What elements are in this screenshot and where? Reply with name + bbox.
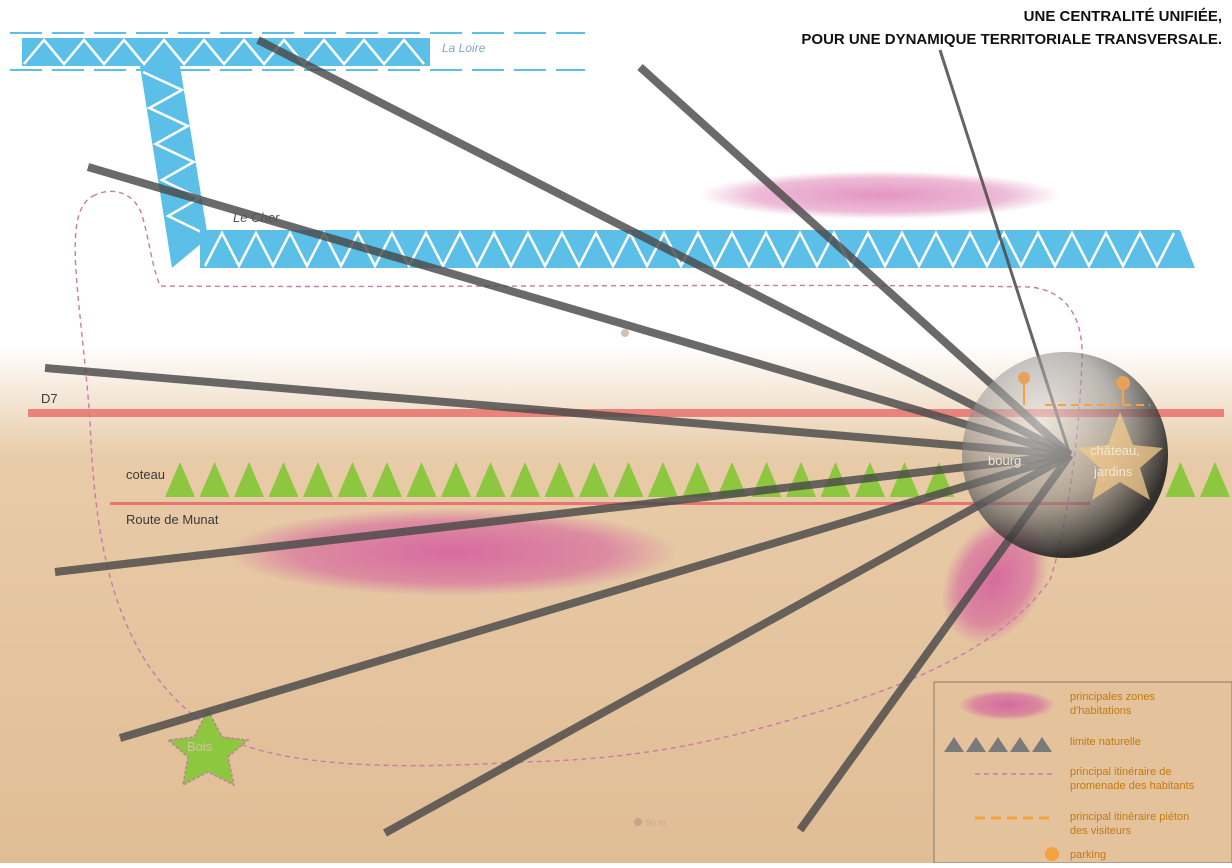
coteau-triangle [613,462,644,497]
legend-parking-swatch [1045,847,1059,861]
route-munat-label: Route de Munat [126,512,219,527]
centrality-sphere [962,352,1168,558]
legend-habitation-swatch [959,690,1055,720]
coteau-triangle [165,462,195,497]
parking-markers [1018,372,1130,405]
bourg-label: bourg [988,453,1021,468]
title-line-2: POUR UNE DYNAMIQUE TERRITORIALE TRANSVER… [801,31,1222,48]
coteau-triangle [648,462,678,497]
perspective-ray [383,451,1072,837]
coteau-triangle [682,462,713,497]
legend-item-4-line2: des visiteurs [1070,825,1132,837]
coteau-triangle [406,462,437,497]
coteau-triangle [441,462,471,497]
coteau-triangle [234,462,264,497]
coteau-triangle [889,462,920,497]
habitation-zone-north [700,171,1060,219]
legend-triangle [944,737,964,752]
coteau-triangle [579,462,609,497]
legend-triangle [966,737,986,752]
legend-item-2-line1: limite naturelle [1070,736,1141,748]
coteau-triangle [337,462,368,497]
perspective-ray [118,451,1072,742]
coteau-triangle [1200,462,1230,497]
perspective-ray [86,163,1072,459]
altitude-marker-north [621,329,629,337]
coteau-triangle [372,462,402,497]
altitude-marker-south [634,818,642,826]
legend-natural-limit-swatch [944,737,1052,752]
bois-star [166,708,250,787]
coteau-triangle [1165,462,1196,497]
perspective-ray [256,36,1072,459]
bois-label: Bois [187,739,213,754]
perspective-ray [54,451,1071,576]
legend-item-3-line2: promenade des habitants [1070,780,1195,792]
d7-road [28,409,1224,417]
coteau-triangle [475,462,506,497]
coteau-label: coteau [126,467,165,482]
loire-label: La Loire [442,41,486,55]
title-line-1: UNE CENTRALITÉ UNIFIÉE, [1024,8,1222,25]
legend-item-5-line1: parking [1070,849,1106,861]
cher-label: Le Cher [233,210,280,225]
legend-item-1-line2: d'habitations [1070,705,1132,717]
legend-item-3-line1: principal itinéraire de [1070,766,1172,778]
legend-triangle [988,737,1008,752]
d7-label: D7 [41,391,58,406]
resident-walking-path [74,190,1083,767]
coteau-triangle [544,462,575,497]
loire-river [10,32,585,71]
coteau-natural-limit [165,462,1230,497]
chateau-label-line1: château, [1090,443,1140,458]
coteau-triangle [717,462,747,497]
chateau-star [1078,412,1163,500]
coteau-triangle [199,462,230,497]
legend-item-1-line1: principales zones [1070,691,1155,703]
route-munat-road [110,502,1090,505]
coteau-triangle [303,462,333,497]
perspective-ray [44,364,1071,459]
coteau-triangle [510,462,540,497]
legend-triangle [1010,737,1030,752]
legend: principales zones d'habitations limite n… [933,681,1232,864]
river-channel [140,66,208,268]
legend-triangle [1032,737,1052,752]
altitude-label-south: 90 m [646,818,666,828]
legend-item-4-line1: principal itinéraire piéton [1070,811,1189,823]
coteau-triangle [268,462,299,497]
chateau-label-line2: jardins [1093,464,1133,479]
habitation-zone-munat [227,508,677,596]
